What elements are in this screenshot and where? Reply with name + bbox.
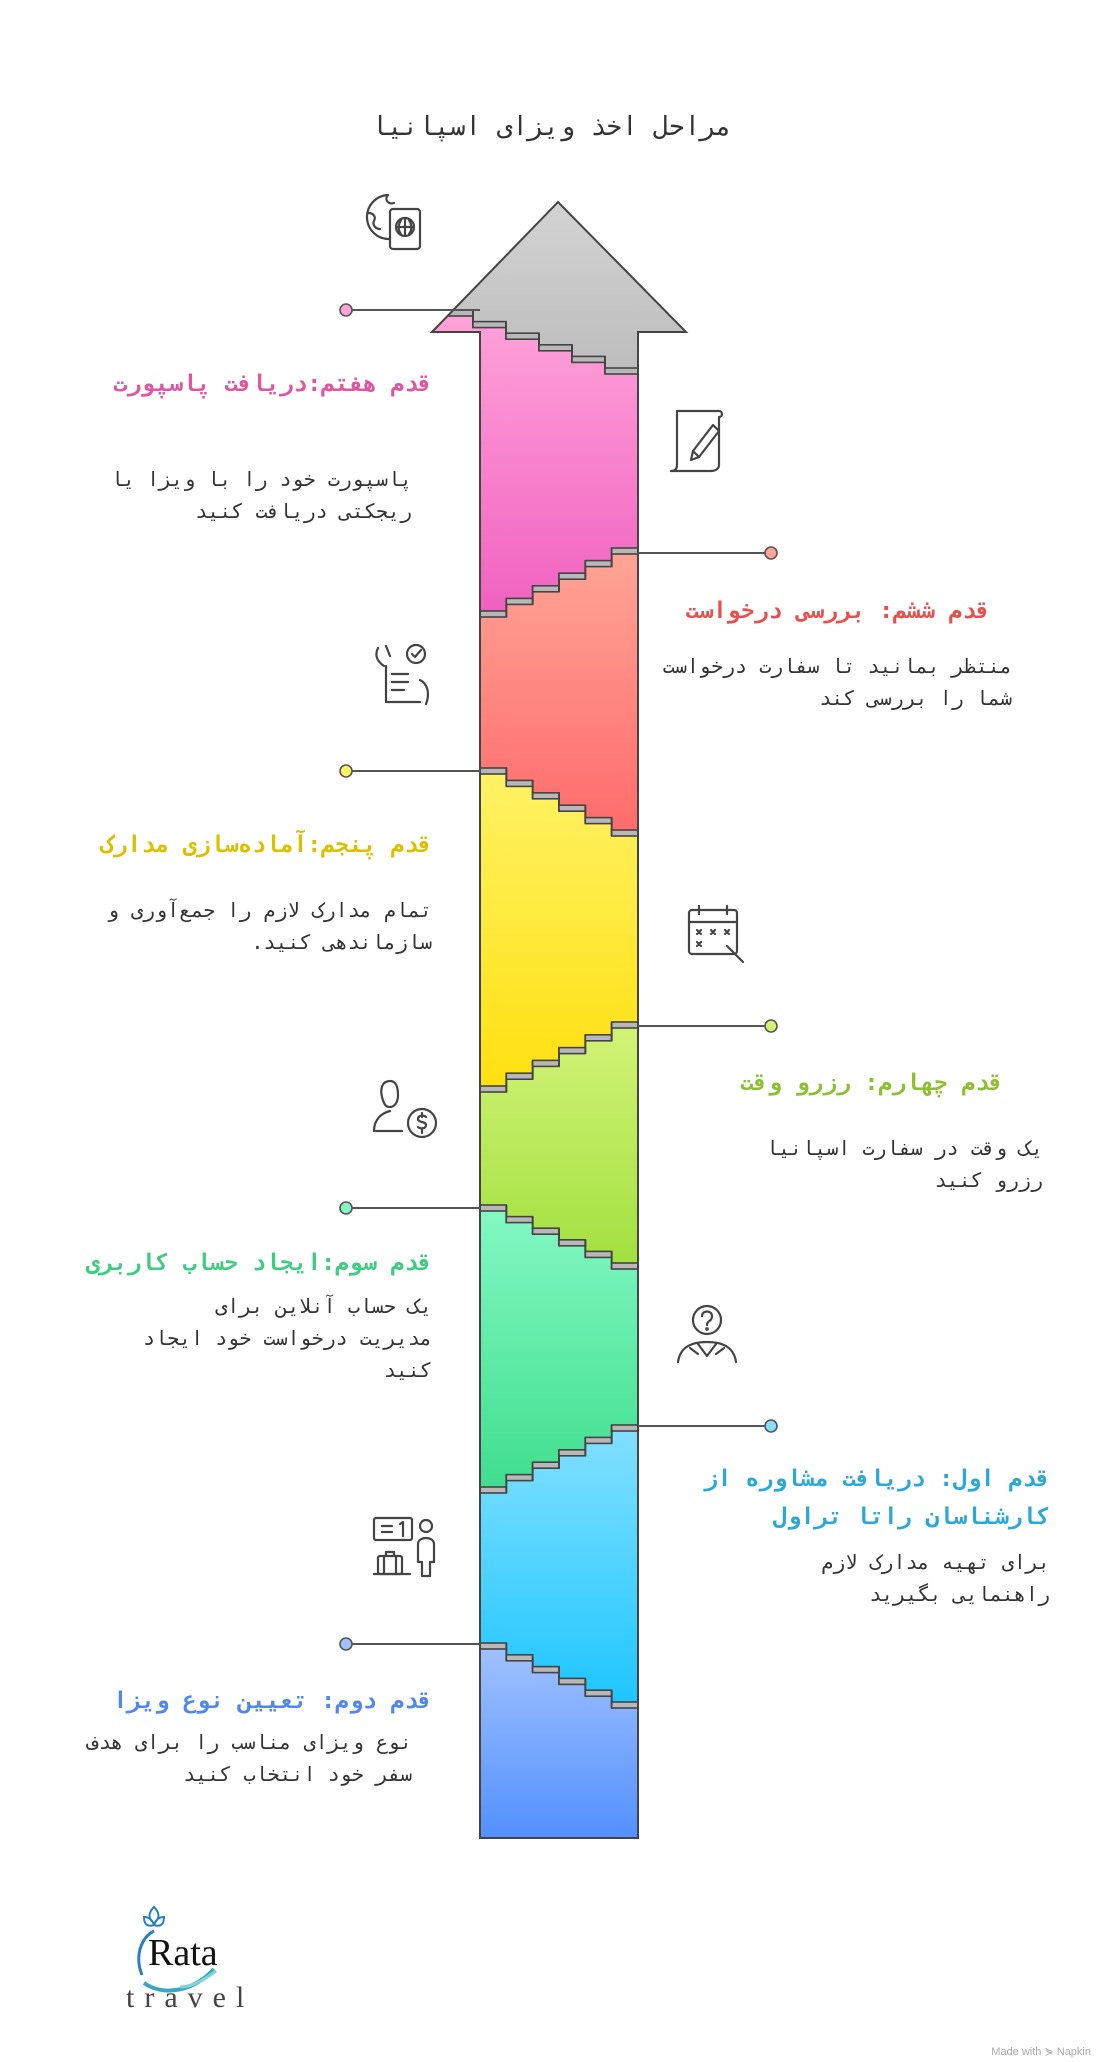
step-6: قدم ششم: بررسی درخواست منتظر بمانید تا س… xyxy=(660,592,1012,714)
person-question-icon xyxy=(672,1300,742,1370)
stair-tread xyxy=(571,355,606,364)
rata-travel-logo: Rata travel xyxy=(120,1895,280,2025)
stair-tread xyxy=(584,559,613,568)
stair-tread xyxy=(584,1436,613,1445)
step-7: قدم هفتم:دریافت پاسپورت پاسپورت خود را ب… xyxy=(72,365,432,527)
step-5-description: تمام مدارک لازم را جمع‌آوری و سازماندهی … xyxy=(106,898,432,954)
step-6-heading: قدم ششم: بررسی درخواست xyxy=(685,598,990,624)
step-4: قدم چهارم: رزرو وقت یک وقت در سفارت اسپا… xyxy=(683,1064,1043,1196)
stair-tread xyxy=(479,610,508,618)
step-1-description: برای تهیه مدارک لازم راهنمایی بگیرید xyxy=(821,1550,1050,1606)
stair-tread xyxy=(558,1239,587,1247)
napkin-credit: Made with ⋟ Napkin xyxy=(991,2046,1091,2058)
step-7-description: پاسپورت خود را با ویزا یا ریجکتی دریافت … xyxy=(110,467,412,523)
connector-dot xyxy=(764,546,778,560)
stair-tread xyxy=(531,1227,560,1235)
stair-tread xyxy=(538,343,573,352)
step-4-heading: قدم چهارم: رزرو وقت xyxy=(739,1070,1003,1096)
stair-tread xyxy=(505,1072,534,1080)
stair-tread xyxy=(531,1665,560,1674)
stair-tread xyxy=(558,1449,587,1457)
stair-tread xyxy=(584,1689,613,1697)
stair-tread xyxy=(479,1642,508,1650)
stair-tread xyxy=(558,572,587,581)
stair-tread xyxy=(479,767,508,775)
stair-tread xyxy=(505,1473,534,1482)
stair-tread xyxy=(531,791,560,800)
stair-tread xyxy=(505,779,534,788)
step-7-heading: قدم هفتم:دریافت پاسپورت xyxy=(113,371,433,397)
traveler-luggage-icon xyxy=(370,1512,440,1582)
stair-tread xyxy=(479,1486,508,1494)
stair-region-3 xyxy=(432,768,686,1086)
stair-region-0 xyxy=(432,202,686,368)
stair-tread xyxy=(505,1215,534,1224)
step-1-heading: قدم اول: دریافت مشاوره از کارشناسان راتا… xyxy=(703,1466,1050,1530)
step-5-heading: قدم پنجم:آماده‌سازی مدارک xyxy=(99,832,432,858)
logo-leaf-wave-icon xyxy=(137,1905,217,1993)
stair-tread xyxy=(584,816,613,825)
step-3-heading: قدم سوم:ایجاد حساب کاربری xyxy=(85,1250,432,1276)
stair-tread xyxy=(505,1654,534,1662)
stair-tread xyxy=(472,320,507,329)
connector-dot xyxy=(764,1419,778,1433)
connector-dot xyxy=(339,303,353,317)
logo-sub: travel xyxy=(126,1981,255,2014)
step-2: قدم دوم: تعیین نوع ویزا نوع ویزای مناسب … xyxy=(72,1682,432,1790)
step-3: قدم سوم:ایجاد حساب کاربری یک حساب آنلاین… xyxy=(72,1244,432,1386)
stair-tread xyxy=(610,1021,639,1029)
stair-tread xyxy=(558,1677,587,1686)
step-3-description: یک حساب آنلاین برای مدیریت درخواست خود ا… xyxy=(143,1294,432,1382)
connector-dot xyxy=(764,1019,778,1033)
stair-tread xyxy=(531,1461,560,1469)
stair-tread xyxy=(531,584,560,593)
stair-tread xyxy=(610,829,639,837)
page-title: مراحل اخذ ویزای اسپانیا xyxy=(371,112,732,142)
step-2-heading: قدم دوم: تعیین نوع ویزا xyxy=(113,1688,433,1714)
step-6-description: منتظر بمانید تا سفارت درخواست شما را برر… xyxy=(662,654,1012,710)
checklist-icon xyxy=(368,640,438,710)
stair-tread xyxy=(479,1204,508,1212)
globe-passport-icon xyxy=(358,185,428,255)
connector-dot xyxy=(339,764,353,778)
stair-tread xyxy=(604,367,639,375)
step-2-description: نوع ویزای مناسب را برای هدف سفر خود انتخ… xyxy=(86,1730,412,1786)
connector-dot xyxy=(339,1637,353,1651)
logo-name: Rata xyxy=(148,1932,218,1974)
stair-tread xyxy=(610,1701,639,1709)
stair-tread xyxy=(479,1085,508,1093)
connector-dot xyxy=(339,1201,353,1215)
stair-tread xyxy=(531,1059,560,1068)
stair-tread xyxy=(558,1046,587,1055)
stair-tread xyxy=(584,1250,613,1259)
stair-tread xyxy=(505,597,534,606)
calendar-icon xyxy=(683,900,753,970)
stair-tread xyxy=(610,1424,639,1432)
stair-tread xyxy=(584,1034,613,1042)
stair-tread xyxy=(505,332,540,341)
step-5: قدم پنجم:آماده‌سازی مدارک تمام مدارک لاز… xyxy=(72,826,432,958)
arrow-outline xyxy=(429,200,689,1839)
person-dollar-icon xyxy=(370,1075,440,1145)
stair-tread xyxy=(610,1262,639,1270)
step-4-description: یک وقت در سفارت اسپانیا رزرو کنید xyxy=(766,1136,1043,1192)
stair-tread xyxy=(610,547,639,555)
stair-tread xyxy=(558,804,587,813)
step-1: قدم اول: دریافت مشاوره از کارشناسان راتا… xyxy=(680,1460,1050,1610)
document-pen-icon xyxy=(663,405,733,475)
